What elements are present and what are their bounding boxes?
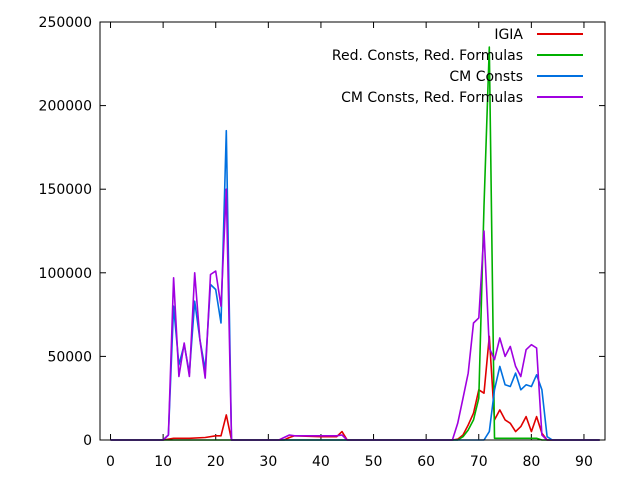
y-tick-label: 0 xyxy=(83,433,92,449)
x-tick-label: 30 xyxy=(259,454,277,470)
y-axis-ticks: 0 50000 100000 150000 200000 250000 xyxy=(39,15,605,449)
series-line-4 xyxy=(110,188,600,441)
legend-label: IGIA xyxy=(494,27,523,43)
y-tick-label: 150000 xyxy=(39,182,92,198)
x-tick-label: 10 xyxy=(154,454,172,470)
x-tick-label: 60 xyxy=(417,454,435,470)
x-tick-label: 0 xyxy=(106,454,115,470)
x-tick-label: 20 xyxy=(207,454,225,470)
series-line-2 xyxy=(110,46,600,441)
x-tick-label: 90 xyxy=(575,454,593,470)
series-lines xyxy=(110,46,600,441)
legend: IGIA Red. Consts, Red. Formulas CM Consts C… xyxy=(332,27,583,106)
y-tick-label: 250000 xyxy=(39,15,92,31)
legend-label: Red. Consts, Red. Formulas xyxy=(332,48,523,64)
x-tick-label: 70 xyxy=(470,454,488,470)
y-tick-label: 50000 xyxy=(47,349,92,365)
x-axis-ticks: 0 10 20 30 40 50 60 70 80 90 xyxy=(106,22,593,470)
plot-frame xyxy=(99,21,606,441)
legend-label: CM Consts xyxy=(449,69,523,85)
x-tick-label: 40 xyxy=(312,454,330,470)
y-tick-label: 100000 xyxy=(39,266,92,282)
x-tick-label: 50 xyxy=(365,454,383,470)
x-tick-label: 80 xyxy=(522,454,540,470)
y-tick-label: 200000 xyxy=(39,99,92,115)
series-line-3 xyxy=(110,129,600,441)
legend-label: CM Consts, Red. Formulas xyxy=(341,90,523,106)
